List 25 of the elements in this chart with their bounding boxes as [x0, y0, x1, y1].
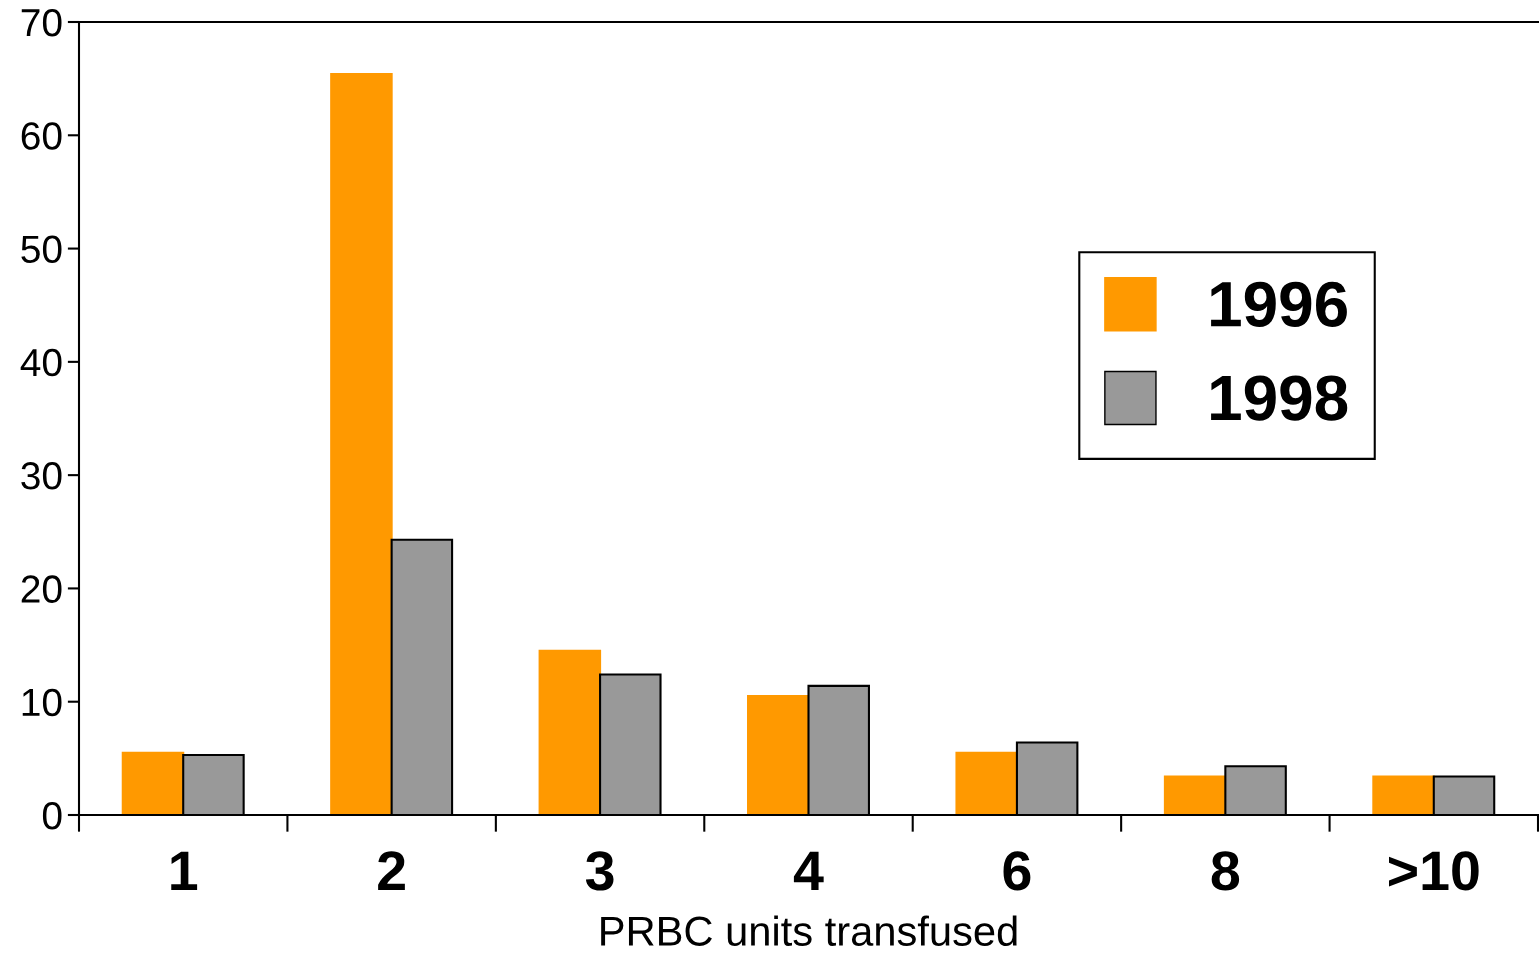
x-tick-label: 1 [171, 851, 198, 890]
x-tick-label: 6 [1003, 851, 1031, 891]
x-tick-label: 2 [378, 851, 405, 890]
x-tick-label: >10 [1389, 851, 1479, 891]
x-tick-label: 3 [585, 851, 614, 891]
bar [1163, 775, 1227, 815]
x-axis-title: PRBC units transfused [601, 915, 1017, 946]
legend-label: 1998 [1211, 375, 1348, 421]
y-tick-label: 10 [22, 688, 62, 717]
bar [955, 751, 1018, 815]
bar [330, 73, 393, 815]
x-tick-label: 8 [1211, 851, 1240, 891]
x-tick-label: 4 [793, 851, 824, 890]
bar [1372, 775, 1435, 815]
y-tick-label: 20 [21, 575, 62, 603]
y-tick-label: 0 [42, 801, 62, 830]
y-tick-label: 70 [21, 8, 62, 37]
y-tick-label: 30 [21, 462, 62, 490]
bar [747, 695, 810, 815]
bar [538, 649, 602, 815]
bar [121, 751, 185, 815]
y-tick-label: 60 [21, 122, 62, 150]
legend-label: 1996 [1211, 281, 1347, 327]
y-tick-label: 40 [20, 348, 62, 377]
y-tick-label: 50 [21, 235, 62, 264]
